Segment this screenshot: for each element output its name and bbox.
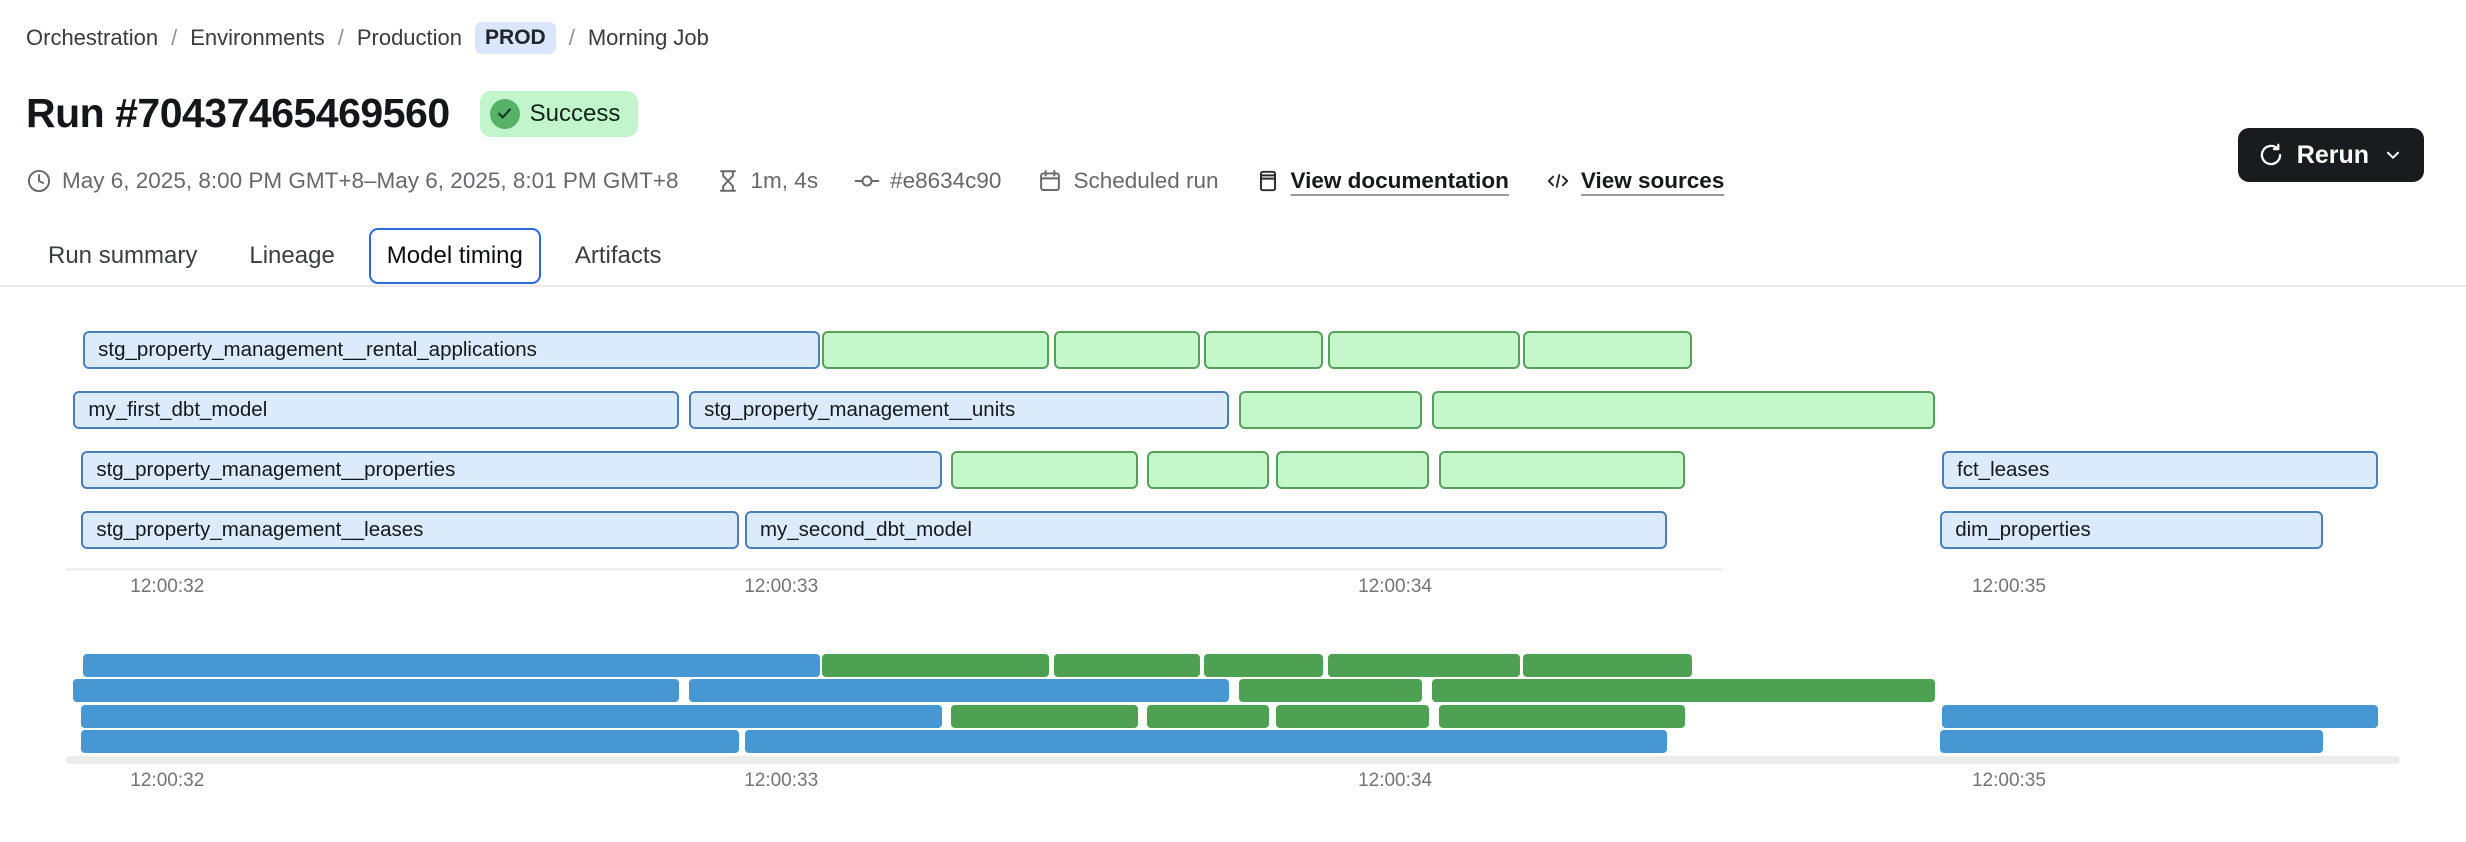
axis-tick-label: 12:00:35 <box>1971 770 2046 791</box>
status-badge: Success <box>479 90 639 137</box>
tabs-divider <box>0 285 2466 287</box>
run-time-range: May 6, 2025, 8:00 PM GMT+8–May 6, 2025, … <box>26 168 679 194</box>
check-circle-icon <box>489 98 520 129</box>
breadcrumb-item-orchestration[interactable]: Orchestration <box>26 25 159 50</box>
gantt-test-bar[interactable] <box>951 451 1138 489</box>
breadcrumb: Orchestration / Environments / Productio… <box>26 22 709 54</box>
axis-tick-label: 12:00:35 <box>1971 576 2046 597</box>
gantt-bar-label: stg_property_management__units <box>704 398 1016 421</box>
gantt-test-bar[interactable] <box>1431 391 1935 429</box>
minimap-bar <box>81 705 942 728</box>
breadcrumb-separator: / <box>171 25 178 50</box>
run-trigger: Scheduled run <box>1037 168 1219 194</box>
gantt-bar-stg_property_management__leases[interactable]: stg_property_management__leases <box>81 511 739 549</box>
rerun-button[interactable]: Rerun <box>2237 128 2424 182</box>
gantt-bar-stg_property_management__properties[interactable]: stg_property_management__properties <box>81 451 942 489</box>
breadcrumb-item-production[interactable]: Production <box>356 25 463 50</box>
minimap-bar <box>689 679 1230 702</box>
gantt-bar-fct_leases[interactable]: fct_leases <box>1942 451 2378 489</box>
run-metadata: May 6, 2025, 8:00 PM GMT+8–May 6, 2025, … <box>26 168 1724 194</box>
minimap-bar <box>744 730 1668 753</box>
gantt-test-bar[interactable] <box>1203 331 1323 369</box>
minimap-bar <box>1275 705 1429 728</box>
gantt-bar-label: my_second_dbt_model <box>759 518 972 541</box>
gantt-bar-label: stg_property_management__properties <box>96 458 456 481</box>
breadcrumb-item-morning-job[interactable]: Morning Job <box>587 25 709 50</box>
minimap-bar <box>951 705 1138 728</box>
code-icon <box>1547 174 1569 188</box>
run-duration: 1m, 4s <box>715 168 818 194</box>
hourglass-icon <box>719 170 736 192</box>
breadcrumb-item-environments[interactable]: Environments <box>190 25 325 50</box>
calendar-icon <box>1040 170 1061 191</box>
minimap-bar <box>1203 654 1323 677</box>
gantt-scroll-indicator[interactable] <box>66 568 1724 571</box>
minimap-bar <box>1439 705 1685 728</box>
minimap-bar <box>81 730 739 753</box>
environment-badge: PROD <box>475 22 556 54</box>
minimap-bar <box>1147 705 1270 728</box>
chevron-down-icon <box>2386 151 2400 159</box>
gantt-test-bar[interactable] <box>822 331 1049 369</box>
gantt-test-bar[interactable] <box>1147 451 1270 489</box>
minimap-bar <box>1053 654 1200 677</box>
gantt-test-bar[interactable] <box>1275 451 1429 489</box>
gantt-bar-label: fct_leases <box>1957 458 2050 481</box>
gantt-test-bar[interactable] <box>1523 331 1692 369</box>
gantt-bar-my_second_dbt_model[interactable]: my_second_dbt_model <box>744 511 1668 549</box>
documentation-icon <box>1259 170 1276 192</box>
minimap-bar <box>1239 679 1423 702</box>
gantt-bar-label: dim_properties <box>1955 518 2091 541</box>
tab-bar: Run summary Lineage Model timing Artifac… <box>30 228 680 284</box>
gantt-test-bar[interactable] <box>1239 391 1423 429</box>
gantt-bar-dim_properties[interactable]: dim_properties <box>1940 511 2323 549</box>
axis-tick-label: 12:00:33 <box>744 770 819 791</box>
axis-tick-label: 12:00:34 <box>1358 576 1433 597</box>
gantt-bar-my_first_dbt_model[interactable]: my_first_dbt_model <box>73 391 680 429</box>
gantt-test-bar[interactable] <box>1053 331 1200 369</box>
gantt-time-axis: 12:00:32 12:00:33 12:00:34 12:00:35 <box>66 576 2400 600</box>
minimap-bar <box>83 654 820 677</box>
minimap-bar <box>1327 654 1520 677</box>
gantt-bar-label: my_first_dbt_model <box>88 398 268 421</box>
breadcrumb-separator: / <box>568 25 575 50</box>
minimap-bar <box>1942 705 2378 728</box>
refresh-icon <box>2260 143 2282 166</box>
gantt-test-bar[interactable] <box>1327 331 1520 369</box>
minimap-bar <box>1523 654 1692 677</box>
page-title: Run #70437465469560 <box>26 90 450 136</box>
tab-run-summary[interactable]: Run summary <box>48 242 198 269</box>
breadcrumb-separator: / <box>337 25 344 50</box>
gantt-bar-label: stg_property_management__rental_applicat… <box>98 338 537 361</box>
model-timing-chart: stg_property_management__rental_applicat… <box>66 0 2400 842</box>
view-documentation-link[interactable]: View documentation <box>1255 168 1509 194</box>
gantt-bar-stg_property_management__rental_applications[interactable]: stg_property_management__rental_applicat… <box>83 331 820 369</box>
tab-artifacts[interactable]: Artifacts <box>574 242 662 269</box>
minimap-bar <box>1431 679 1935 702</box>
view-sources-link[interactable]: View sources <box>1545 168 1724 194</box>
clock-icon <box>27 169 51 193</box>
minimap-bar <box>822 654 1049 677</box>
gantt-test-bar[interactable] <box>1439 451 1685 489</box>
minimap-bar <box>73 679 680 702</box>
tab-lineage[interactable]: Lineage <box>249 242 335 269</box>
tab-model-timing[interactable]: Model timing <box>368 228 541 284</box>
axis-tick-label: 12:00:32 <box>130 576 205 597</box>
commit-icon <box>854 175 880 187</box>
gantt-bar-label: stg_property_management__leases <box>96 518 424 541</box>
axis-tick-label: 12:00:32 <box>130 770 205 791</box>
gantt-bar-stg_property_management__units[interactable]: stg_property_management__units <box>689 391 1230 429</box>
status-badge-label: Success <box>529 99 621 127</box>
minimap-scrollbar[interactable] <box>66 756 2400 764</box>
minimap-time-axis: 12:00:32 12:00:33 12:00:34 12:00:35 <box>66 770 2400 794</box>
commit-hash: #e8634c90 <box>854 168 1001 194</box>
axis-tick-label: 12:00:33 <box>744 576 819 597</box>
rerun-button-label: Rerun <box>2296 140 2369 169</box>
axis-tick-label: 12:00:34 <box>1358 770 1433 791</box>
minimap-bar <box>1940 730 2323 753</box>
